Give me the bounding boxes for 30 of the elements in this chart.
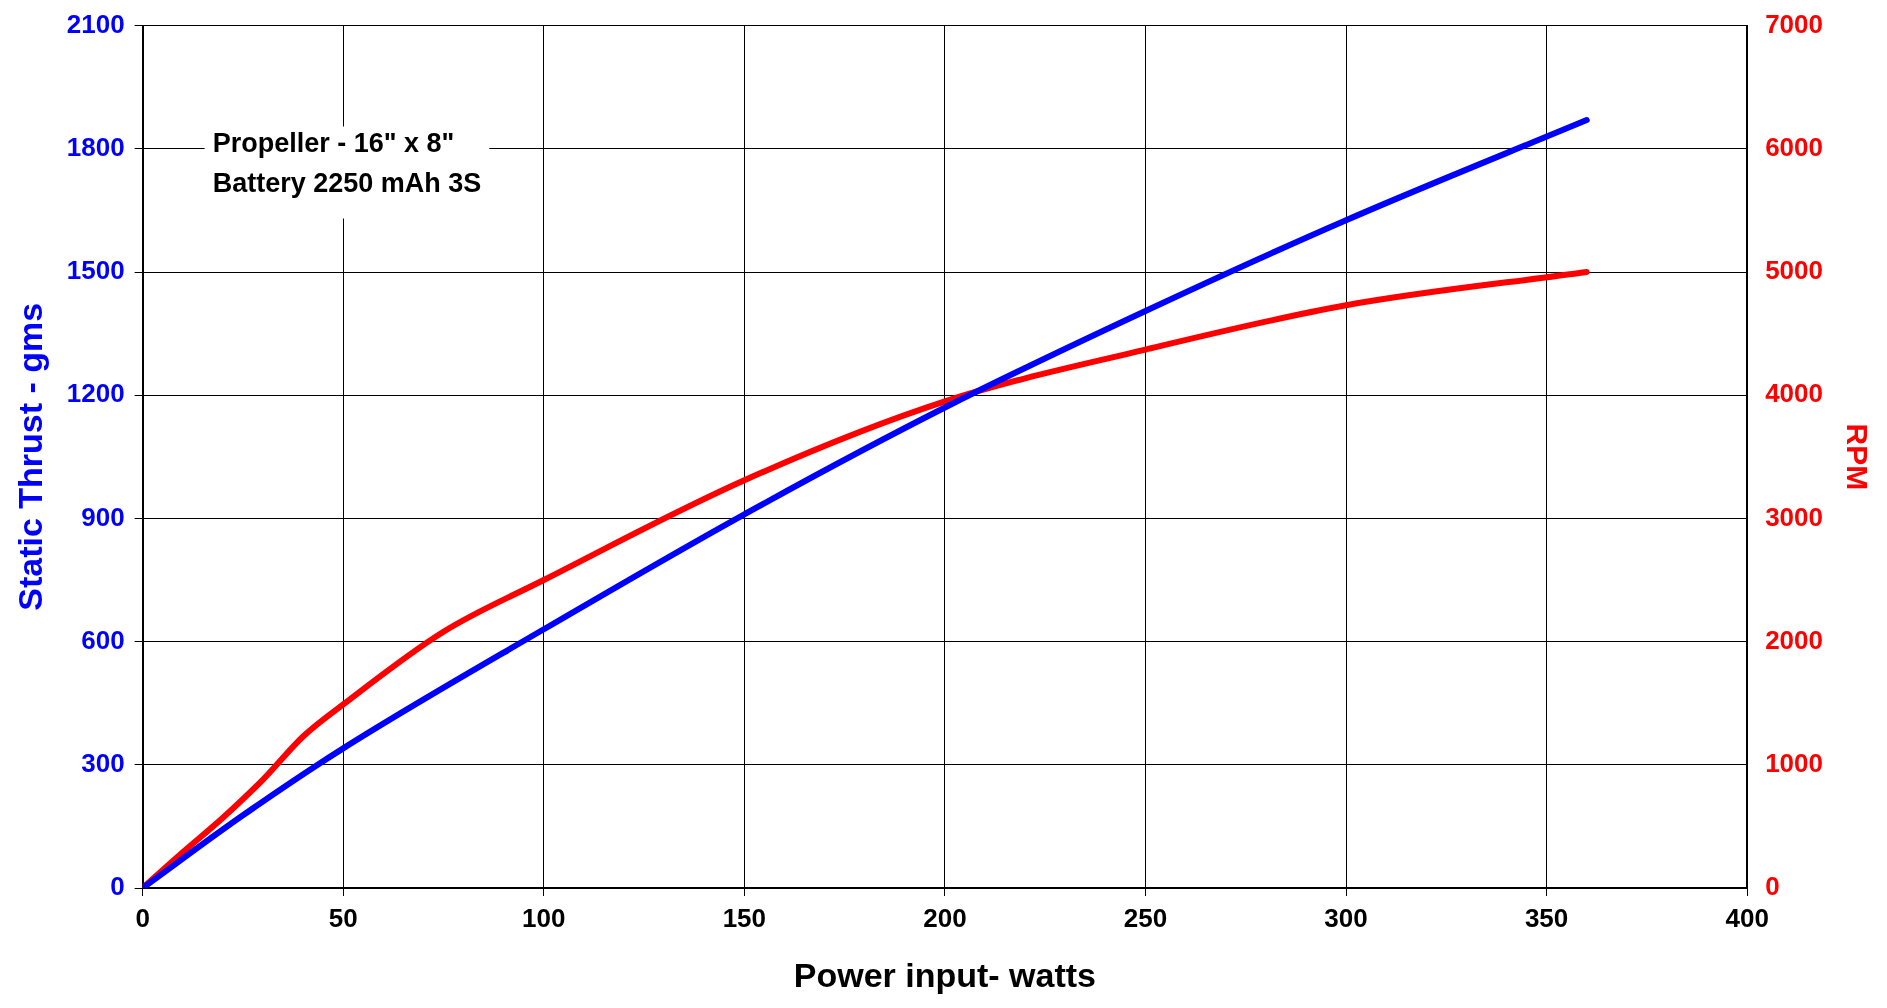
y2-tick-label: 1000 [1765,747,1823,778]
y-tick-label: 900 [81,501,125,532]
x-tick-label: 300 [1324,902,1368,933]
annotation: Battery 2250 mAh 3S [212,167,482,198]
y2-tick-label: 5000 [1765,255,1823,286]
y2-tick-label: 6000 [1765,131,1823,162]
y-tick-label: 1200 [66,378,125,409]
y-tick-label: 300 [81,747,125,778]
y-tick-label: 1800 [66,131,125,162]
x-tick-label: 0 [135,902,150,933]
x-tick-label: 50 [328,902,358,933]
y2-axis-title: RPM [1840,423,1874,491]
x-axis-title: Power input- watts [793,955,1097,994]
y2-tick-label: 3000 [1765,501,1823,532]
y2-tick-label: 7000 [1765,8,1823,39]
y-tick-label: 2100 [66,8,125,39]
x-tick-label: 350 [1524,902,1569,933]
y2-tick-label: 2000 [1765,624,1823,655]
y-tick-label: 0 [110,871,125,902]
x-tick-label: 400 [1725,902,1769,933]
y-tick-label: 600 [81,624,125,655]
annotation: Propeller - 16" x 8" [212,127,455,158]
x-tick-label: 250 [1123,902,1168,933]
y2-tick-label: 4000 [1765,378,1823,409]
x-tick-label: 200 [923,902,967,933]
x-tick-label: 100 [522,902,566,933]
y-axis-title: Static Thrust - gms [10,302,49,611]
x-tick-label: 150 [722,902,767,933]
y2-tick-label: 0 [1765,871,1780,902]
y-tick-label: 1500 [66,255,125,286]
